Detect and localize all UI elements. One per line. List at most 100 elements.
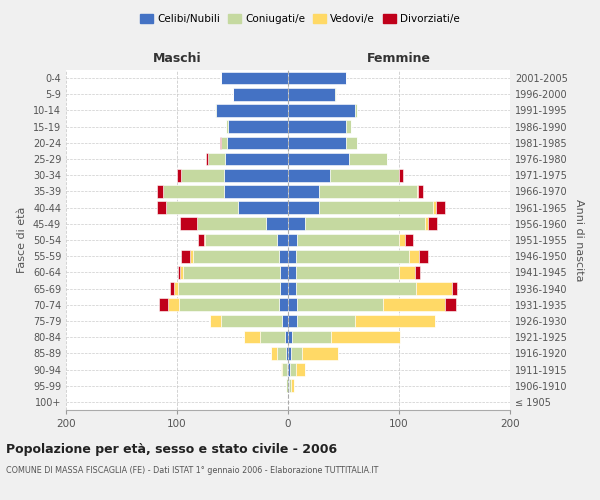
Bar — [205, 234, 277, 246]
Bar — [331, 331, 400, 344]
Bar — [228, 120, 288, 133]
Bar — [221, 314, 283, 328]
Bar — [215, 104, 216, 117]
Text: Maschi: Maschi — [152, 52, 202, 65]
Bar — [210, 314, 221, 328]
Y-axis label: Fasce di età: Fasce di età — [17, 207, 27, 273]
Bar — [419, 250, 428, 262]
Bar — [399, 169, 403, 181]
Bar — [445, 298, 455, 311]
Bar — [288, 331, 292, 344]
Bar — [288, 104, 355, 117]
Y-axis label: Anni di nascita: Anni di nascita — [574, 198, 584, 281]
Bar — [286, 347, 288, 360]
Bar — [288, 363, 290, 376]
Bar — [428, 218, 437, 230]
Bar — [277, 347, 286, 360]
Bar — [288, 250, 296, 262]
Bar — [296, 266, 399, 278]
Bar — [288, 347, 292, 360]
Bar — [288, 298, 297, 311]
Bar — [288, 120, 346, 133]
Bar — [225, 152, 288, 166]
Bar — [157, 202, 166, 214]
Bar — [425, 218, 428, 230]
Bar — [418, 185, 424, 198]
Bar — [206, 152, 208, 166]
Bar — [260, 331, 284, 344]
Bar — [297, 314, 355, 328]
Bar — [409, 250, 419, 262]
Bar — [226, 120, 228, 133]
Bar — [281, 363, 283, 376]
Bar — [288, 380, 289, 392]
Bar — [399, 234, 404, 246]
Bar — [279, 298, 288, 311]
Bar — [452, 282, 457, 295]
Bar — [288, 234, 297, 246]
Bar — [220, 136, 221, 149]
Bar — [166, 202, 238, 214]
Bar — [415, 266, 420, 278]
Bar — [197, 218, 266, 230]
Bar — [292, 347, 302, 360]
Bar — [238, 202, 288, 214]
Bar — [173, 282, 178, 295]
Bar — [280, 282, 288, 295]
Bar — [288, 185, 319, 198]
Bar — [179, 298, 279, 311]
Bar — [203, 234, 205, 246]
Bar — [163, 185, 224, 198]
Bar — [178, 266, 181, 278]
Text: Femmine: Femmine — [367, 52, 431, 65]
Bar — [288, 72, 346, 85]
Bar — [288, 169, 330, 181]
Bar — [296, 282, 416, 295]
Bar — [221, 72, 288, 85]
Bar — [288, 152, 349, 166]
Bar — [289, 380, 292, 392]
Bar — [181, 169, 224, 181]
Bar — [346, 120, 351, 133]
Bar — [283, 363, 287, 376]
Bar — [181, 218, 197, 230]
Bar — [198, 234, 203, 246]
Bar — [157, 185, 163, 198]
Bar — [224, 185, 288, 198]
Bar — [416, 282, 452, 295]
Bar — [221, 136, 227, 149]
Bar — [417, 185, 418, 198]
Bar — [208, 152, 225, 166]
Bar — [277, 234, 288, 246]
Text: Popolazione per età, sesso e stato civile - 2006: Popolazione per età, sesso e stato civil… — [6, 442, 337, 456]
Bar — [319, 185, 417, 198]
Bar — [224, 169, 288, 181]
Bar — [288, 202, 319, 214]
Bar — [216, 104, 288, 117]
Bar — [181, 250, 190, 262]
Bar — [288, 266, 296, 278]
Bar — [296, 250, 409, 262]
Bar — [288, 314, 297, 328]
Bar — [383, 298, 445, 311]
Bar — [346, 136, 357, 149]
Bar — [283, 314, 288, 328]
Bar — [330, 169, 399, 181]
Bar — [170, 282, 173, 295]
Bar — [355, 314, 434, 328]
Text: COMUNE DI MASSA FISCAGLIA (FE) - Dati ISTAT 1° gennaio 2006 - Elaborazione TUTTI: COMUNE DI MASSA FISCAGLIA (FE) - Dati IS… — [6, 466, 379, 475]
Bar — [244, 331, 260, 344]
Bar — [288, 282, 296, 295]
Bar — [292, 331, 331, 344]
Bar — [433, 202, 436, 214]
Bar — [297, 298, 383, 311]
Bar — [302, 347, 338, 360]
Bar — [181, 266, 182, 278]
Bar — [182, 266, 280, 278]
Bar — [296, 363, 305, 376]
Bar — [287, 363, 288, 376]
Bar — [233, 88, 288, 101]
Bar — [227, 136, 288, 149]
Bar — [168, 298, 179, 311]
Bar — [355, 104, 357, 117]
